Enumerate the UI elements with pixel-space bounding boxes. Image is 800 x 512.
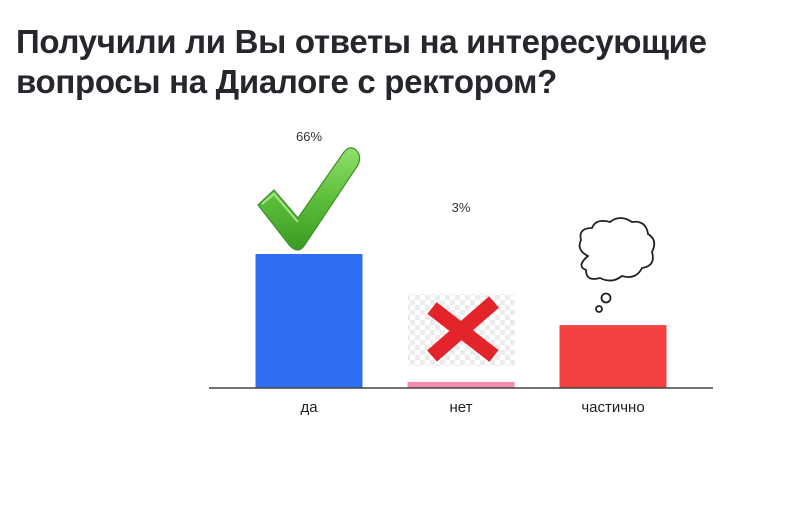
value-label: 66% bbox=[296, 129, 322, 144]
bar-да bbox=[255, 254, 363, 388]
bars-layer bbox=[255, 254, 667, 388]
labels-layer: 66%да3%нет31%частично bbox=[296, 129, 645, 416]
value-label: 3% bbox=[452, 200, 471, 215]
category-label: да bbox=[300, 399, 318, 416]
category-label: нет bbox=[450, 399, 473, 416]
check-mark-icon bbox=[257, 147, 361, 251]
cross-mark-icon bbox=[408, 294, 515, 366]
thought-bubble-icon bbox=[578, 217, 656, 313]
bar-частично bbox=[559, 325, 667, 388]
chart-title: Получили ли Вы ответы на интересующие во… bbox=[16, 23, 707, 100]
bar-нет bbox=[407, 381, 515, 388]
category-label: частично bbox=[581, 399, 644, 416]
